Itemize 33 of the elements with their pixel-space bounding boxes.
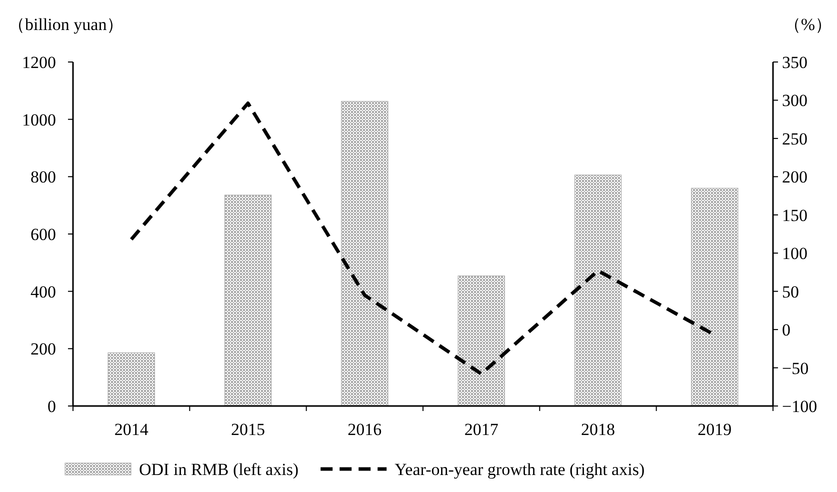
y2-axis-title: （%） [784, 15, 832, 34]
bar [574, 174, 622, 406]
x-tick-label: 2018 [581, 420, 615, 439]
y2-tick-label: 100 [782, 244, 808, 264]
y2-tick-label: −50 [782, 358, 809, 378]
bar [224, 194, 272, 406]
y-tick-label: 1000 [22, 110, 56, 130]
y-tick-label: 800 [30, 168, 56, 187]
legend-label: ODI in RMB (left axis) [139, 460, 299, 479]
y-tick-label: 0 [48, 397, 56, 416]
x-tick-label: 2017 [464, 420, 499, 439]
y-tick-label: 200 [30, 340, 56, 359]
x-tick-label: 2016 [348, 420, 382, 439]
y2-tick-label: 0 [782, 320, 790, 340]
bar [691, 188, 738, 406]
y-tick-label: 600 [30, 225, 56, 244]
y-tick-label: 1200 [22, 53, 56, 72]
y2-tick-label: −100 [782, 397, 818, 416]
x-tick-label: 2019 [698, 420, 732, 439]
bar [458, 276, 505, 406]
y2-tick-label: 250 [782, 129, 808, 148]
y2-tick-label: 50 [782, 282, 799, 302]
y-tick-label: 400 [30, 282, 56, 302]
x-tick-label: 2015 [231, 420, 265, 439]
y2-tick-label: 150 [782, 206, 808, 225]
y-axis-title: （billion yuan） [8, 15, 124, 34]
legend-label: Year-on-year growth rate (right axis) [394, 460, 645, 479]
bar [341, 101, 388, 406]
x-tick-label: 2014 [114, 420, 149, 439]
y2-tick-label: 350 [782, 53, 808, 72]
y2-tick-label: 200 [782, 168, 808, 187]
bar [108, 352, 155, 406]
y2-tick-label: 300 [782, 91, 808, 110]
